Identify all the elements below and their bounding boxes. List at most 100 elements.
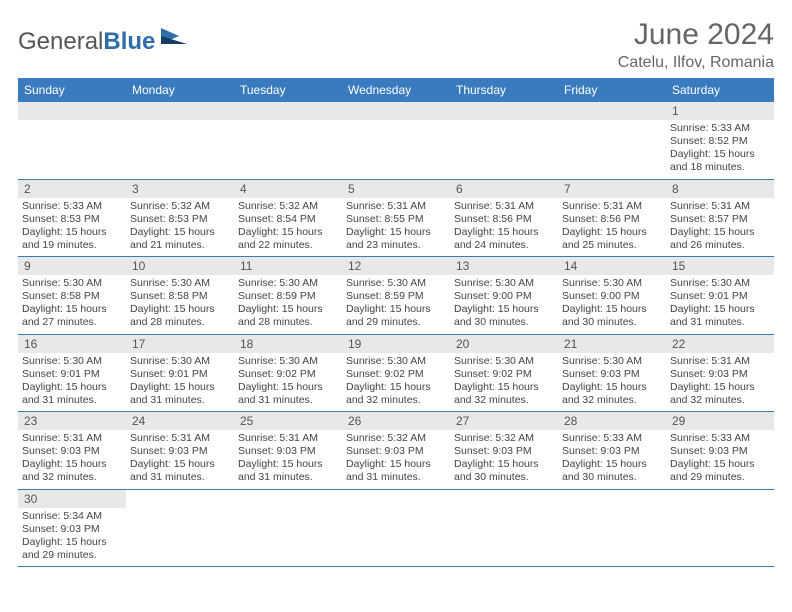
location-subtitle: Catelu, Ilfov, Romania: [618, 54, 774, 72]
calendar-cell: 5Sunrise: 5:31 AMSunset: 8:55 PMDaylight…: [342, 179, 450, 257]
calendar-cell-empty: [126, 102, 234, 179]
day-details: Sunrise: 5:32 AMSunset: 8:53 PMDaylight:…: [126, 198, 234, 257]
day-number: 28: [558, 412, 666, 430]
sunrise-line: Sunrise: 5:31 AM: [670, 200, 770, 213]
calendar-row: 30Sunrise: 5:34 AMSunset: 9:03 PMDayligh…: [18, 489, 774, 567]
day-number: 29: [666, 412, 774, 430]
sunset-line: Sunset: 9:03 PM: [22, 523, 122, 536]
day-details: Sunrise: 5:30 AMSunset: 9:01 PMDaylight:…: [666, 275, 774, 334]
calendar-cell: 23Sunrise: 5:31 AMSunset: 9:03 PMDayligh…: [18, 412, 126, 490]
sunrise-line: Sunrise: 5:32 AM: [346, 432, 446, 445]
sunset-line: Sunset: 8:52 PM: [670, 135, 770, 148]
sunset-line: Sunset: 9:02 PM: [454, 368, 554, 381]
sunset-line: Sunset: 9:03 PM: [670, 368, 770, 381]
day-number: 25: [234, 412, 342, 430]
day-number: 26: [342, 412, 450, 430]
sunset-line: Sunset: 9:01 PM: [670, 290, 770, 303]
calendar-cell-empty: [126, 489, 234, 567]
day-number: 1: [666, 102, 774, 120]
day-details: Sunrise: 5:30 AMSunset: 8:59 PMDaylight:…: [234, 275, 342, 334]
sunrise-line: Sunrise: 5:33 AM: [562, 432, 662, 445]
calendar-cell: 6Sunrise: 5:31 AMSunset: 8:56 PMDaylight…: [450, 179, 558, 257]
day-details: Sunrise: 5:30 AMSunset: 8:58 PMDaylight:…: [18, 275, 126, 334]
calendar-cell: 20Sunrise: 5:30 AMSunset: 9:02 PMDayligh…: [450, 334, 558, 412]
weekday-header: Wednesday: [342, 78, 450, 102]
day-number: 19: [342, 335, 450, 353]
sunset-line: Sunset: 9:02 PM: [346, 368, 446, 381]
calendar-row: 9Sunrise: 5:30 AMSunset: 8:58 PMDaylight…: [18, 257, 774, 335]
sunset-line: Sunset: 8:57 PM: [670, 213, 770, 226]
daylight-line: Daylight: 15 hours and 27 minutes.: [22, 303, 122, 329]
day-details: Sunrise: 5:30 AMSunset: 9:00 PMDaylight:…: [558, 275, 666, 334]
sunset-line: Sunset: 9:00 PM: [562, 290, 662, 303]
calendar-cell: 28Sunrise: 5:33 AMSunset: 9:03 PMDayligh…: [558, 412, 666, 490]
day-number: 9: [18, 257, 126, 275]
sunset-line: Sunset: 9:03 PM: [346, 445, 446, 458]
day-details: Sunrise: 5:30 AMSunset: 9:03 PMDaylight:…: [558, 353, 666, 412]
calendar-cell-empty: [450, 489, 558, 567]
sunrise-line: Sunrise: 5:30 AM: [562, 355, 662, 368]
day-details: Sunrise: 5:32 AMSunset: 9:03 PMDaylight:…: [450, 430, 558, 489]
calendar-cell: 19Sunrise: 5:30 AMSunset: 9:02 PMDayligh…: [342, 334, 450, 412]
calendar-cell: 14Sunrise: 5:30 AMSunset: 9:00 PMDayligh…: [558, 257, 666, 335]
daylight-line: Daylight: 15 hours and 29 minutes.: [22, 536, 122, 562]
day-details: Sunrise: 5:30 AMSunset: 9:02 PMDaylight:…: [234, 353, 342, 412]
calendar-cell: 17Sunrise: 5:30 AMSunset: 9:01 PMDayligh…: [126, 334, 234, 412]
calendar-cell-empty: [558, 489, 666, 567]
calendar-row: 23Sunrise: 5:31 AMSunset: 9:03 PMDayligh…: [18, 412, 774, 490]
day-number: 3: [126, 180, 234, 198]
day-number: 7: [558, 180, 666, 198]
daylight-line: Daylight: 15 hours and 22 minutes.: [238, 226, 338, 252]
day-number: 27: [450, 412, 558, 430]
daylight-line: Daylight: 15 hours and 25 minutes.: [562, 226, 662, 252]
daylight-line: Daylight: 15 hours and 30 minutes.: [454, 458, 554, 484]
weekday-header: Saturday: [666, 78, 774, 102]
day-number: 12: [342, 257, 450, 275]
sunset-line: Sunset: 9:03 PM: [562, 445, 662, 458]
sunrise-line: Sunrise: 5:34 AM: [22, 510, 122, 523]
calendar-cell-empty: [234, 489, 342, 567]
day-number: 10: [126, 257, 234, 275]
day-details: Sunrise: 5:34 AMSunset: 9:03 PMDaylight:…: [18, 508, 126, 567]
sunrise-line: Sunrise: 5:30 AM: [454, 277, 554, 290]
day-number-empty: [18, 102, 126, 120]
daylight-line: Daylight: 15 hours and 18 minutes.: [670, 148, 770, 174]
day-number-empty: [234, 102, 342, 120]
day-details: Sunrise: 5:30 AMSunset: 9:00 PMDaylight:…: [450, 275, 558, 334]
calendar-cell: 21Sunrise: 5:30 AMSunset: 9:03 PMDayligh…: [558, 334, 666, 412]
day-number: 14: [558, 257, 666, 275]
sunset-line: Sunset: 8:56 PM: [562, 213, 662, 226]
daylight-line: Daylight: 15 hours and 21 minutes.: [130, 226, 230, 252]
calendar-row: 1Sunrise: 5:33 AMSunset: 8:52 PMDaylight…: [18, 102, 774, 179]
calendar-cell: 2Sunrise: 5:33 AMSunset: 8:53 PMDaylight…: [18, 179, 126, 257]
daylight-line: Daylight: 15 hours and 23 minutes.: [346, 226, 446, 252]
daylight-line: Daylight: 15 hours and 31 minutes.: [670, 303, 770, 329]
calendar-table: Sunday Monday Tuesday Wednesday Thursday…: [18, 78, 774, 567]
weekday-header-row: Sunday Monday Tuesday Wednesday Thursday…: [18, 78, 774, 102]
daylight-line: Daylight: 15 hours and 32 minutes.: [670, 381, 770, 407]
daylight-line: Daylight: 15 hours and 32 minutes.: [562, 381, 662, 407]
sunset-line: Sunset: 9:03 PM: [670, 445, 770, 458]
day-number: 11: [234, 257, 342, 275]
daylight-line: Daylight: 15 hours and 31 minutes.: [238, 458, 338, 484]
sunrise-line: Sunrise: 5:30 AM: [238, 355, 338, 368]
sunrise-line: Sunrise: 5:32 AM: [238, 200, 338, 213]
calendar-cell: 24Sunrise: 5:31 AMSunset: 9:03 PMDayligh…: [126, 412, 234, 490]
day-details: Sunrise: 5:30 AMSunset: 9:01 PMDaylight:…: [126, 353, 234, 412]
day-details: Sunrise: 5:30 AMSunset: 8:59 PMDaylight:…: [342, 275, 450, 334]
sunrise-line: Sunrise: 5:31 AM: [562, 200, 662, 213]
daylight-line: Daylight: 15 hours and 30 minutes.: [562, 303, 662, 329]
calendar-cell: 9Sunrise: 5:30 AMSunset: 8:58 PMDaylight…: [18, 257, 126, 335]
day-details: Sunrise: 5:30 AMSunset: 8:58 PMDaylight:…: [126, 275, 234, 334]
day-details: Sunrise: 5:31 AMSunset: 9:03 PMDaylight:…: [666, 353, 774, 412]
daylight-line: Daylight: 15 hours and 31 minutes.: [346, 458, 446, 484]
sunset-line: Sunset: 8:53 PM: [130, 213, 230, 226]
daylight-line: Daylight: 15 hours and 30 minutes.: [454, 303, 554, 329]
day-number-empty: [558, 102, 666, 120]
sunset-line: Sunset: 9:01 PM: [130, 368, 230, 381]
day-number: 4: [234, 180, 342, 198]
calendar-cell-empty: [450, 102, 558, 179]
sunrise-line: Sunrise: 5:30 AM: [562, 277, 662, 290]
day-details: Sunrise: 5:32 AMSunset: 8:54 PMDaylight:…: [234, 198, 342, 257]
day-details: Sunrise: 5:33 AMSunset: 9:03 PMDaylight:…: [558, 430, 666, 489]
